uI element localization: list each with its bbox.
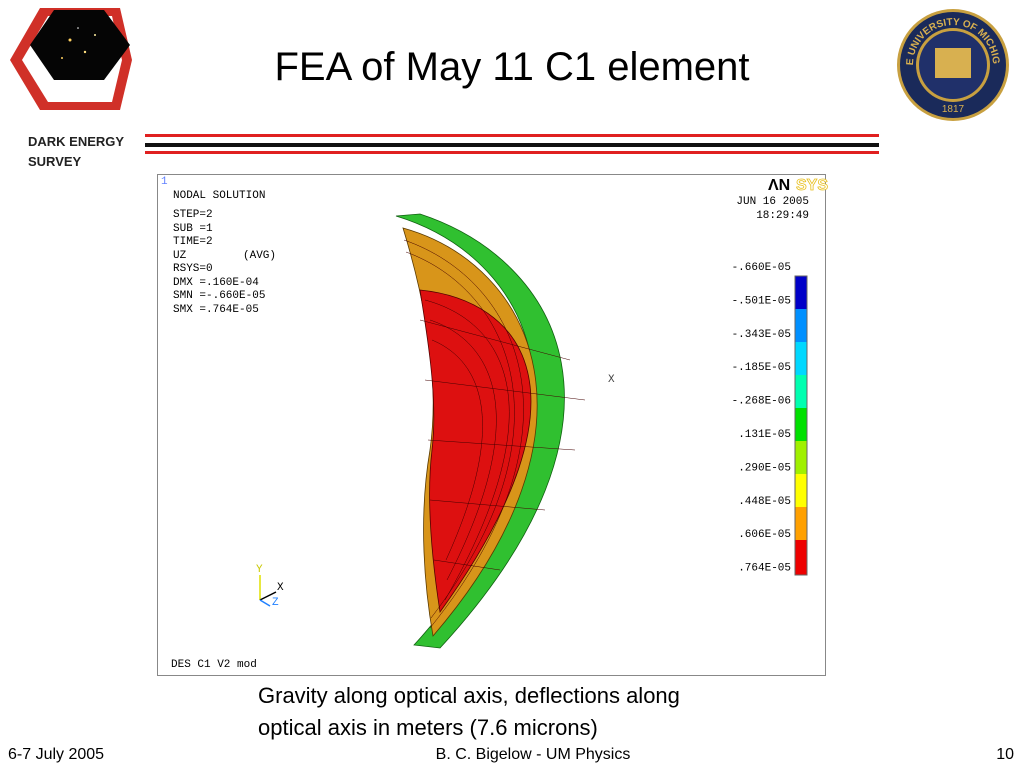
info-line: SUB =1	[173, 223, 213, 235]
corner-number: 1	[161, 176, 168, 188]
model-mesh	[403, 239, 586, 629]
seal-year: 1817	[942, 104, 965, 115]
triad-axis	[259, 591, 277, 601]
triad-label: Z	[272, 597, 279, 609]
colorbar-label: -.268E-06	[732, 396, 791, 408]
info-line: UZ	[173, 250, 187, 262]
axis-triad: Y X Z	[256, 564, 284, 609]
triad-label: Y	[256, 564, 263, 576]
colorbar-label: -.343E-05	[732, 329, 791, 341]
info-line: (AVG)	[243, 250, 276, 262]
info-line: NODAL SOLUTION	[173, 190, 265, 202]
colorbar-segment	[795, 375, 807, 408]
colorbar-segment	[795, 408, 807, 441]
colorbar-segment	[795, 342, 807, 375]
des-logo: DARK ENERGY SURVEY	[10, 8, 132, 169]
colorbar-label: .131E-05	[738, 429, 791, 441]
logo-text: SURVEY	[28, 154, 82, 169]
colorbar-label: -.185E-05	[732, 362, 791, 374]
fea-figure: 1 NODAL SOLUTION STEP=2 SUB =1 TIME=2 UZ…	[157, 174, 829, 676]
colorbar-label: -.501E-05	[732, 295, 791, 307]
info-line: RSYS=0	[173, 263, 213, 275]
brand-a: ΛN	[768, 177, 790, 194]
colorbar	[794, 275, 808, 576]
colorbar-labels: -.660E-05 -.501E-05 -.343E-05 -.185E-05 -.26…	[732, 262, 791, 575]
colorbar-segment	[795, 441, 807, 474]
caption-line: Gravity along optical axis, deflections …	[258, 683, 680, 708]
colorbar-frame	[794, 275, 808, 576]
caption-line: optical axis in meters (7.6 microns)	[258, 715, 598, 740]
footer-author: B. C. Bigelow - UM Physics	[436, 746, 631, 763]
plot-time: 18:29:49	[756, 210, 809, 222]
model-outer-shell	[395, 213, 565, 649]
logo-star	[94, 34, 96, 36]
colorbar-label: .290E-05	[738, 462, 791, 474]
colorbar-label: .606E-05	[738, 529, 791, 541]
plot-date: JUN 16 2005	[736, 196, 809, 208]
figure-footer: DES C1 V2 mod	[171, 659, 257, 671]
logo-text: DARK ENERGY	[28, 134, 124, 149]
colorbar-label: .448E-05	[738, 496, 791, 508]
info-line: STEP=2	[173, 209, 213, 221]
info-line: SMN =-.660E-05	[173, 290, 265, 302]
colorbar-segment	[795, 540, 807, 575]
logo-star	[68, 38, 72, 42]
slide-title: FEA of May 11 C1 element	[274, 45, 749, 89]
brand-b: SYS	[796, 177, 828, 194]
rule-black	[145, 143, 879, 147]
rule-red	[145, 134, 879, 137]
colorbar-segment	[795, 507, 807, 540]
colorbar-segment	[795, 474, 807, 507]
logo-star	[77, 27, 79, 29]
seal-emblem	[935, 48, 971, 78]
info-line: SMX =.764E-05	[173, 304, 259, 316]
colorbar-segment	[795, 309, 807, 342]
colorbar-label: .764E-05	[738, 563, 791, 575]
rule-red	[145, 151, 879, 154]
info-line: TIME=2	[173, 236, 213, 248]
footer-date: 6-7 July 2005	[8, 746, 104, 763]
footer-page: 10	[996, 746, 1014, 763]
triad-axis	[259, 599, 271, 607]
colorbar-label: -.660E-05	[732, 262, 791, 274]
colorbar-segment	[795, 276, 807, 309]
node-label: X	[608, 374, 615, 386]
logo-hexagon-inner	[30, 10, 130, 80]
triad-label: X	[277, 582, 284, 594]
logo-star	[83, 50, 87, 54]
info-line: DMX =.160E-04	[173, 277, 259, 289]
info-block: NODAL SOLUTION STEP=2 SUB =1 TIME=2 UZ (…	[173, 190, 276, 316]
logo-star	[61, 57, 63, 59]
